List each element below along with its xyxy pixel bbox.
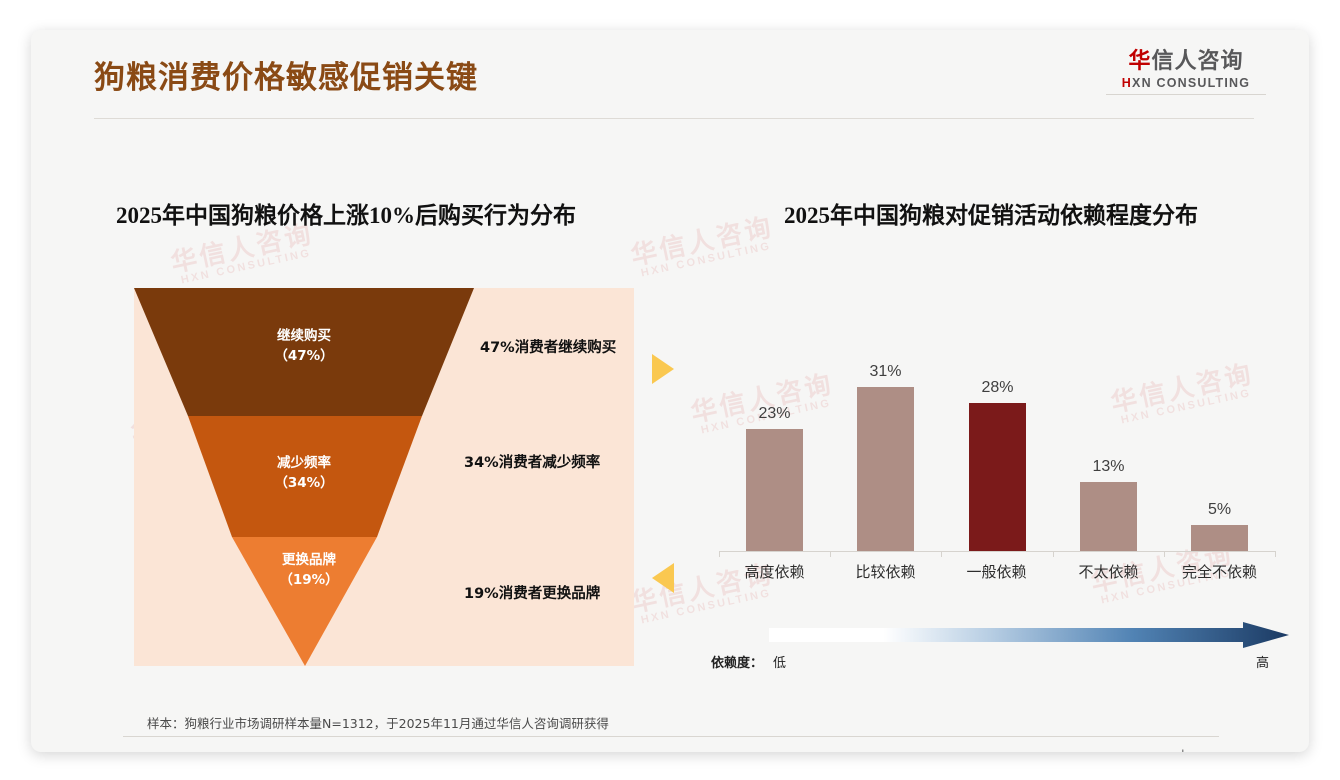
funnel-segment-switch bbox=[232, 537, 377, 666]
sample-note: 样本：狗粮行业市场调研样本量N=1312，于2025年11月通过华信人咨询调研获… bbox=[147, 716, 609, 731]
bar-rect bbox=[969, 403, 1026, 551]
axis-tick bbox=[1275, 551, 1276, 557]
bar-完全不依赖[interactable] bbox=[1191, 525, 1248, 551]
axis-tick bbox=[830, 551, 831, 557]
watermark-en: HXN CONSULTING bbox=[639, 240, 773, 280]
bar-一般依赖[interactable] bbox=[969, 403, 1026, 551]
company-logo: 华信人咨询 HXN CONSULTING bbox=[1106, 48, 1266, 96]
category-label-完全不依赖: 完全不依赖 bbox=[1181, 563, 1257, 581]
funnel-stage-name: 继续购买 bbox=[277, 328, 331, 344]
legend-low-label: 低 bbox=[773, 656, 787, 671]
funnel-side-text-reduce: 34%消费者减少频率 bbox=[464, 455, 601, 471]
logo-english-text: HXN CONSULTING bbox=[1106, 76, 1266, 90]
category-label-比较依赖: 比较依赖 bbox=[855, 563, 916, 581]
legend-caption: 依赖度： bbox=[711, 656, 764, 671]
funnel-shapes bbox=[134, 288, 474, 666]
bar-rect bbox=[1191, 525, 1248, 551]
right-chart-title: 2025年中国狗粮对促销活动依赖程度分布 bbox=[784, 203, 1198, 228]
category-label-不太依赖: 不太依赖 bbox=[1078, 563, 1139, 581]
watermark-en: HXN CONSULTING bbox=[179, 247, 313, 287]
logo-accent-char: 华 bbox=[1128, 48, 1152, 73]
logo-en-accent: H bbox=[1121, 76, 1133, 91]
slide-canvas: 华信人咨询 HXN CONSULTING 华信人咨询 HXN CONSULTIN… bbox=[31, 30, 1309, 752]
logo-rest-chars: 信人咨询 bbox=[1151, 48, 1244, 73]
dependency-bar-chart: 23% 31% 28% 13% 5% 高度依赖 比较依赖 一般依赖 不太依赖 完全不依赖 bbox=[711, 310, 1291, 600]
funnel-stage-value: （19%） bbox=[279, 572, 339, 589]
axis-tick bbox=[1164, 551, 1165, 557]
funnel-stage-name: 更换品牌 bbox=[282, 552, 336, 568]
funnel-chart: 继续购买 （47%） 减少频率 （34%） 更换品牌 （19%） 47%消费者继… bbox=[134, 288, 634, 666]
header: 狗粮消费价格敏感促销关键 华信人咨询 HXN CONSULTING bbox=[31, 30, 1309, 119]
website-url[interactable]: www.hxrcon.com bbox=[1152, 748, 1246, 752]
funnel-segment-reduce bbox=[188, 416, 422, 537]
bar-rect bbox=[746, 429, 803, 551]
funnel-stage-value: （47%） bbox=[274, 348, 334, 365]
funnel-side-text-continue: 47%消费者继续购买 bbox=[480, 340, 617, 356]
funnel-segment-continue bbox=[134, 288, 474, 416]
funnel-stage-name: 减少频率 bbox=[277, 455, 331, 471]
bar-value-label: 31% bbox=[869, 363, 902, 380]
axis-tick bbox=[719, 551, 720, 557]
axis-tick bbox=[941, 551, 942, 557]
page-title: 狗粮消费价格敏感促销关键 bbox=[94, 60, 478, 95]
bar-value-label: 13% bbox=[1092, 458, 1125, 475]
copyright-text: ©2026.1 HXR华信人咨询 bbox=[94, 748, 243, 752]
legend-high-label: 高 bbox=[1255, 656, 1269, 671]
arrow-left-icon bbox=[652, 563, 674, 593]
dependency-gradient-legend: 依赖度： 低 高 bbox=[711, 622, 1291, 680]
category-label-一般依赖: 一般依赖 bbox=[966, 563, 1027, 581]
left-chart-title: 2025年中国狗粮价格上涨10%后购买行为分布 bbox=[116, 203, 576, 228]
bar-高度依赖[interactable] bbox=[746, 429, 803, 551]
funnel-label-continue: 继续购买 （47%） bbox=[174, 326, 434, 367]
gradient-arrow-icon bbox=[769, 622, 1289, 648]
funnel-stage-value: （34%） bbox=[274, 475, 334, 492]
bar-rect bbox=[857, 387, 914, 551]
watermark: 华信人咨询 HXN CONSULTING bbox=[628, 211, 779, 281]
bar-rect bbox=[1080, 482, 1137, 551]
bar-不太依赖[interactable] bbox=[1080, 482, 1137, 551]
bar-value-label: 23% bbox=[758, 405, 791, 422]
category-label-高度依赖: 高度依赖 bbox=[744, 563, 805, 581]
funnel-label-switch: 更换品牌 （19%） bbox=[234, 550, 384, 591]
funnel-side-text-switch: 19%消费者更换品牌 bbox=[464, 586, 601, 602]
logo-en-rest: XN CONSULTING bbox=[1132, 76, 1251, 91]
logo-divider bbox=[1106, 94, 1266, 96]
axis-tick bbox=[1053, 551, 1054, 557]
watermark-cn: 华信人咨询 bbox=[628, 211, 777, 271]
title-divider bbox=[94, 118, 1254, 119]
footer-divider bbox=[123, 736, 1219, 737]
arrow-right-icon bbox=[652, 354, 674, 384]
watermark: 华信人咨询 HXN CONSULTING bbox=[168, 218, 319, 288]
logo-chinese-text: 华信人咨询 bbox=[1106, 48, 1266, 73]
x-axis-line bbox=[719, 551, 1275, 552]
bar-比较依赖[interactable] bbox=[857, 387, 914, 551]
funnel-label-reduce: 减少频率 （34%） bbox=[184, 453, 424, 494]
bar-value-label: 5% bbox=[1207, 501, 1232, 518]
bar-value-label: 28% bbox=[981, 379, 1014, 396]
